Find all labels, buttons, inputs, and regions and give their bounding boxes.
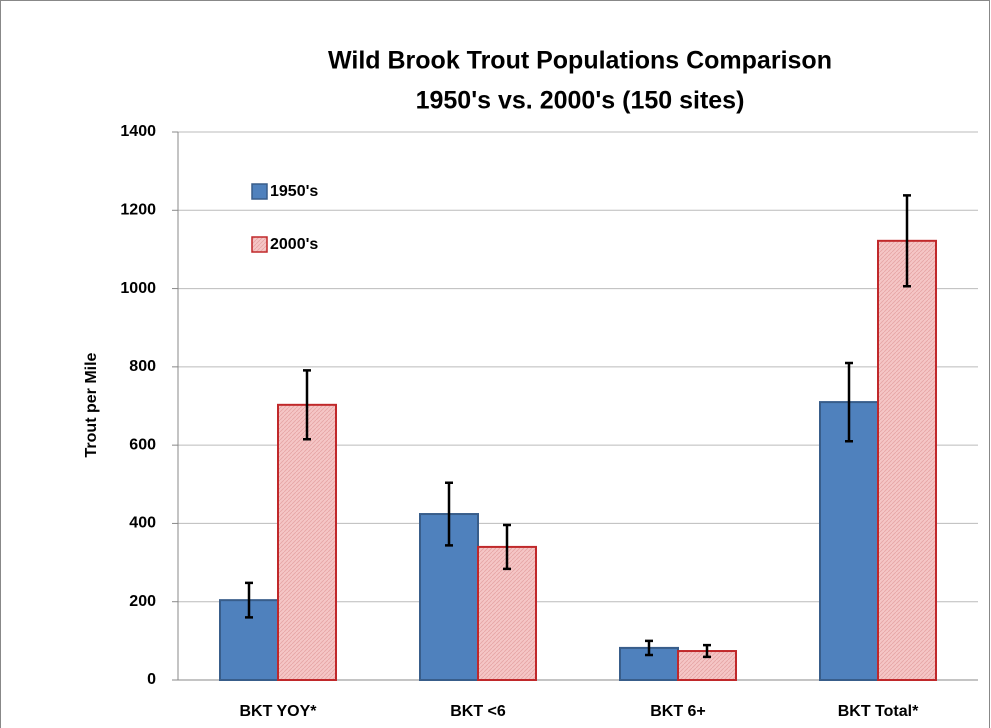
- error-bar: [903, 194, 911, 288]
- error-bar: [845, 361, 853, 443]
- y-tick-label: 800: [129, 358, 156, 375]
- bar: [877, 239, 937, 681]
- y-tick-label: 200: [129, 593, 156, 610]
- error-bar: [445, 481, 453, 547]
- chart-title: Wild Brook Trout Populations Comparison: [328, 47, 832, 75]
- x-tick-label: BKT Total*: [838, 703, 919, 720]
- legend-label: 1950's: [270, 183, 318, 200]
- y-axis-label: Trout per Mile: [83, 352, 100, 457]
- error-bar: [645, 639, 653, 657]
- legend-swatch: [251, 236, 268, 253]
- legend-label: 2000's: [270, 236, 318, 253]
- y-tick-label: 400: [129, 515, 156, 532]
- error-bar: [703, 643, 711, 659]
- y-tick-label: 600: [129, 436, 156, 453]
- error-bar: [303, 369, 311, 441]
- x-tick-label: BKT 6+: [650, 703, 706, 720]
- y-tick-label: 0: [147, 671, 156, 688]
- y-tick-label: 1400: [120, 123, 156, 140]
- chart-subtitle: 1950's vs. 2000's (150 sites): [416, 87, 745, 115]
- error-bar: [503, 523, 511, 571]
- x-tick-label: BKT <6: [450, 703, 506, 720]
- y-tick-label: 1200: [120, 202, 156, 219]
- y-tick-label: 1000: [120, 280, 156, 297]
- legend-swatch: [251, 183, 268, 200]
- error-bar: [245, 581, 253, 619]
- bar: [277, 403, 337, 681]
- bar: [819, 401, 879, 681]
- x-tick-label: BKT YOY*: [239, 703, 317, 720]
